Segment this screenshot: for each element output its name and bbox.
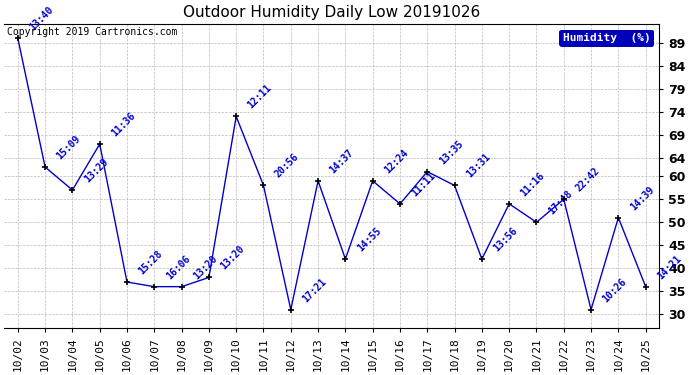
Text: 17:48: 17:48 <box>546 189 574 217</box>
Title: Outdoor Humidity Daily Low 20191026: Outdoor Humidity Daily Low 20191026 <box>183 6 480 21</box>
Text: 14:21: 14:21 <box>656 253 683 281</box>
Text: 15:09: 15:09 <box>55 134 83 162</box>
Text: 11:36: 11:36 <box>110 111 137 138</box>
Text: 22:42: 22:42 <box>573 166 601 194</box>
Text: 13:20: 13:20 <box>219 244 246 272</box>
Text: 10:26: 10:26 <box>601 276 629 304</box>
Text: 13:31: 13:31 <box>464 152 492 180</box>
Text: 15:28: 15:28 <box>137 249 165 276</box>
Text: 16:06: 16:06 <box>164 253 192 281</box>
Text: 13:56: 13:56 <box>491 226 520 254</box>
Text: 14:37: 14:37 <box>328 147 355 175</box>
Text: 17:21: 17:21 <box>301 276 328 304</box>
Text: 14:39: 14:39 <box>628 184 656 212</box>
Text: 11:16: 11:16 <box>519 171 546 198</box>
Text: 12:11: 12:11 <box>246 83 274 111</box>
Text: Copyright 2019 Cartronics.com: Copyright 2019 Cartronics.com <box>8 27 178 38</box>
Text: 14:55: 14:55 <box>355 226 383 254</box>
Text: 13:40: 13:40 <box>28 5 55 33</box>
Text: 12:24: 12:24 <box>382 147 411 175</box>
Text: 13:35: 13:35 <box>437 138 465 166</box>
Text: 11:11: 11:11 <box>410 171 437 198</box>
Text: 13:29: 13:29 <box>82 157 110 184</box>
Text: 20:56: 20:56 <box>273 152 301 180</box>
Text: 13:20: 13:20 <box>191 253 219 281</box>
Legend: Humidity  (%): Humidity (%) <box>560 30 653 47</box>
